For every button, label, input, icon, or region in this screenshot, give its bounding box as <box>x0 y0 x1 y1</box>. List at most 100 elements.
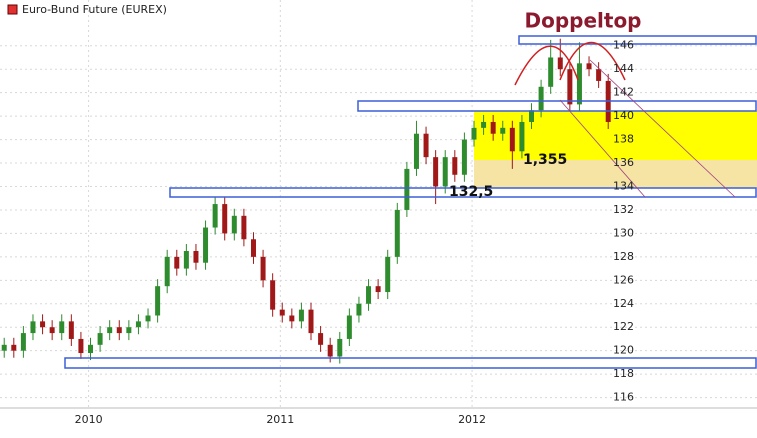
candle-body <box>490 121 496 134</box>
candle-body <box>212 204 218 228</box>
candle-body <box>404 168 410 210</box>
candle-body <box>174 256 180 269</box>
channels <box>64 35 757 369</box>
candle-body <box>289 315 295 322</box>
y-tick-label: 120 <box>613 344 634 357</box>
y-tick-label: 128 <box>613 250 634 263</box>
candle-body <box>116 327 122 334</box>
candle-body <box>222 204 228 234</box>
candle-body <box>423 133 429 158</box>
x-tick-label: 2011 <box>266 413 294 426</box>
candle-body <box>567 69 573 105</box>
annotation: 1,355 <box>523 152 567 168</box>
candle-body <box>327 344 333 357</box>
candle-body <box>145 315 151 322</box>
y-tick-label: 144 <box>613 62 634 75</box>
candle-body <box>500 127 506 134</box>
trend-lines <box>559 59 736 198</box>
candle-body <box>59 321 65 334</box>
y-tick-label: 136 <box>613 156 634 169</box>
candle-body <box>461 139 467 175</box>
candle-body <box>164 256 170 287</box>
candle-body <box>356 303 362 316</box>
candle-body <box>20 333 26 351</box>
y-tick-label: 118 <box>613 367 634 380</box>
legend-swatch <box>7 4 18 15</box>
candle-body <box>78 338 84 354</box>
candle-body <box>88 344 94 354</box>
candle-body <box>97 333 103 345</box>
candle-body <box>596 69 602 81</box>
candle-body <box>40 321 46 328</box>
candle-body <box>375 286 381 293</box>
y-tick-label: 124 <box>613 297 634 310</box>
candle-body <box>481 121 487 128</box>
double-top-arcs <box>514 41 626 86</box>
candle-body <box>538 86 544 111</box>
candle-body <box>260 256 266 281</box>
y-tick-label: 138 <box>613 133 634 146</box>
candle-body <box>308 309 314 334</box>
candle-body <box>337 338 343 357</box>
candle-body <box>576 63 582 105</box>
candle-body <box>318 333 324 345</box>
candle-body <box>298 309 304 322</box>
candle-body <box>11 344 17 351</box>
candle-body <box>68 321 74 339</box>
candle-body <box>442 157 448 187</box>
candle-body <box>193 250 199 263</box>
candle-body <box>548 57 554 87</box>
candle-body <box>433 157 439 187</box>
candle-body <box>413 133 419 169</box>
candle-body <box>203 227 209 263</box>
candle-body <box>385 256 391 293</box>
candle-body <box>557 57 563 70</box>
y-tick-label: 146 <box>613 39 634 52</box>
y-tick-label: 142 <box>613 86 634 99</box>
candle-body <box>586 63 592 70</box>
candle-body <box>241 215 247 240</box>
support-zone-light <box>474 160 757 188</box>
y-tick-label: 134 <box>613 179 634 192</box>
candle-body <box>452 157 458 175</box>
candle-body <box>126 327 132 334</box>
annotation: Doppeltop <box>524 9 641 33</box>
candle-body <box>519 121 525 152</box>
y-tick-label: 140 <box>613 109 634 122</box>
arc <box>514 45 579 86</box>
arc <box>559 41 626 81</box>
y-tick-label: 126 <box>613 273 634 286</box>
x-tick-label: 2010 <box>75 413 103 426</box>
candle-body <box>30 321 36 334</box>
trend-line <box>589 59 736 198</box>
y-tick-label: 122 <box>613 320 634 333</box>
candle-body <box>155 286 161 316</box>
y-tick-label: 132 <box>613 203 634 216</box>
candle-body <box>1 344 7 351</box>
candle-body <box>529 110 535 122</box>
candle-body <box>250 239 256 257</box>
candle-body <box>270 280 276 310</box>
candle-body <box>231 215 237 234</box>
x-tick-label: 2012 <box>458 413 486 426</box>
annotation: 132,5 <box>449 184 493 200</box>
resistance-box <box>357 100 757 112</box>
candle-body <box>346 315 352 339</box>
candle-body <box>107 327 113 334</box>
candle-body <box>509 127 515 152</box>
candle-body <box>394 209 400 257</box>
support-box <box>64 357 757 369</box>
candle-body <box>135 321 141 328</box>
legend-label: Euro-Bund Future (EUREX) <box>22 3 167 16</box>
y-tick-label: 130 <box>613 226 634 239</box>
candle-body <box>49 327 55 334</box>
trend-line <box>559 99 646 198</box>
candle-body <box>366 286 372 304</box>
y-tick-label: 116 <box>613 391 634 404</box>
support-box <box>169 187 757 198</box>
resistance-box <box>518 35 757 45</box>
candle-body <box>183 250 189 269</box>
candle-body <box>471 127 477 140</box>
